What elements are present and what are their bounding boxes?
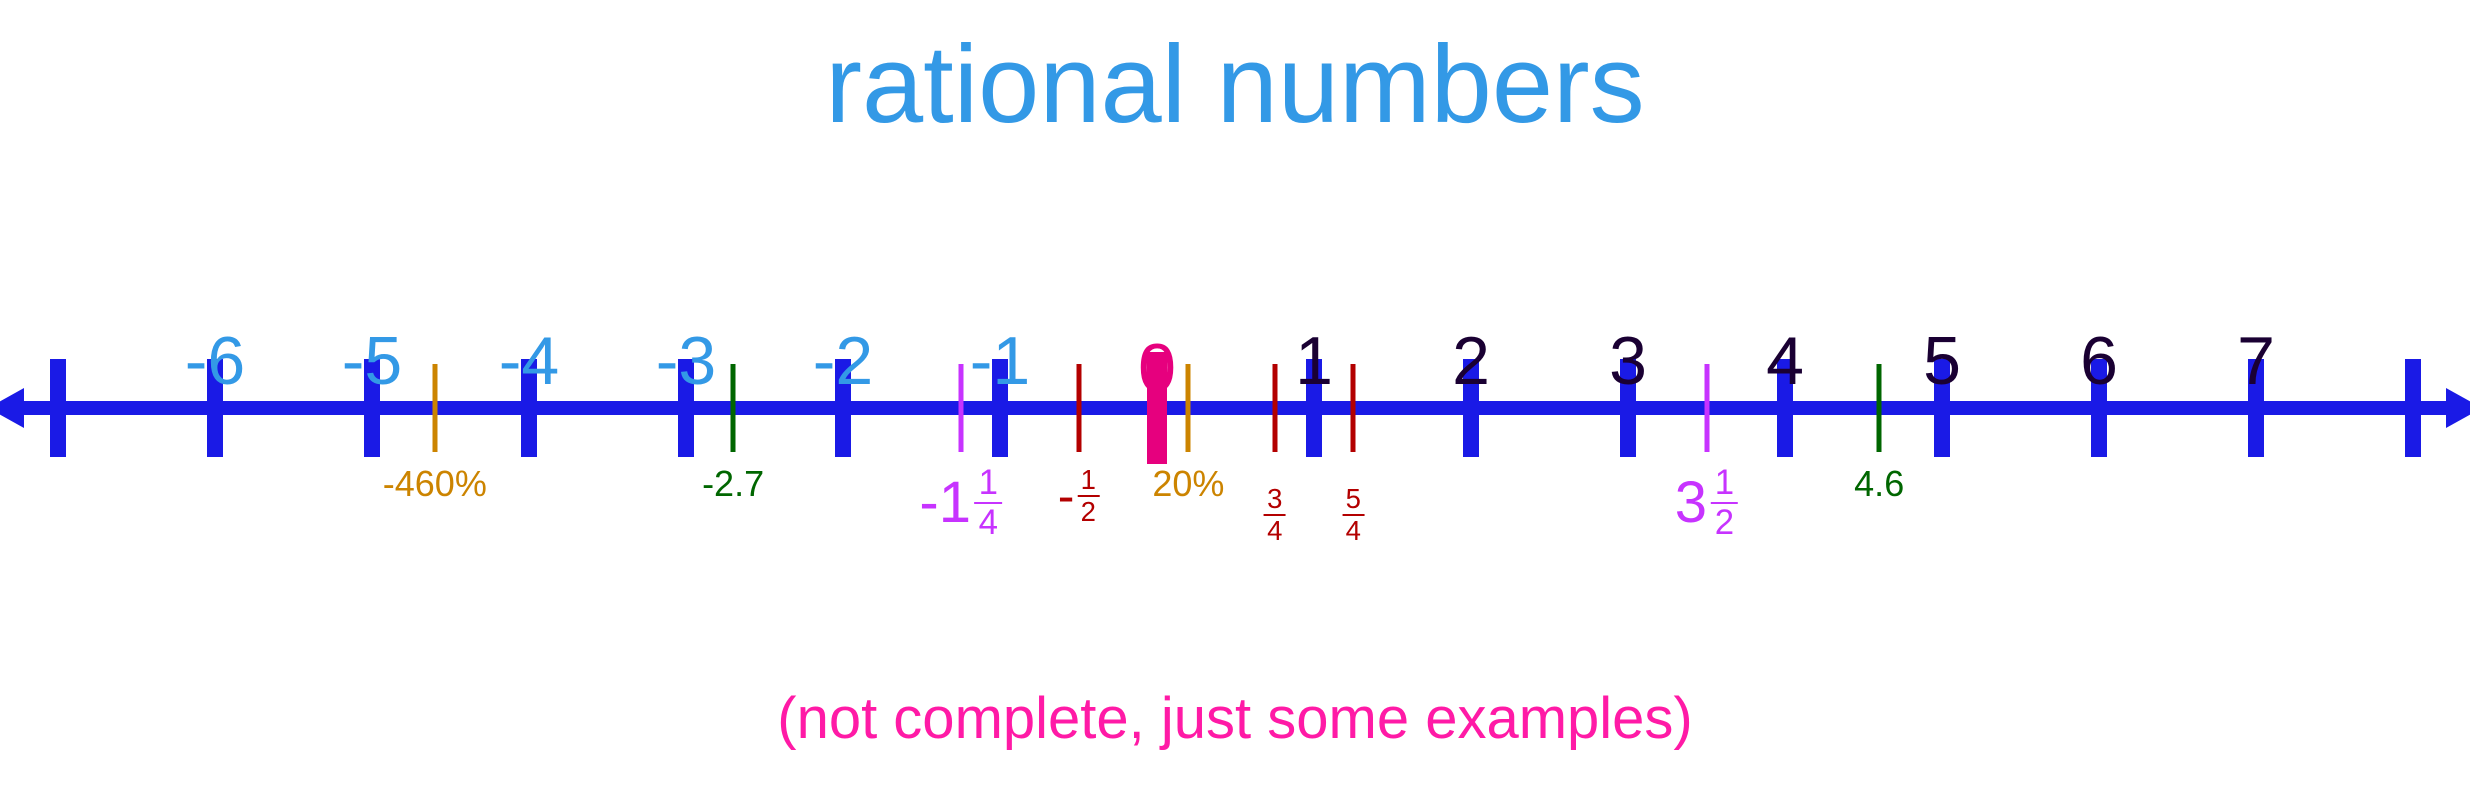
integer-label: 6 (2080, 327, 2118, 395)
tick-mark (958, 364, 963, 452)
integer-label: -4 (499, 327, 559, 395)
tick-mark (1076, 364, 1081, 452)
integer-label: 3 (1609, 327, 1647, 395)
integer-label: -2 (813, 327, 873, 395)
integer-tick: 2 (1463, 408, 1479, 457)
axis-arrow-left-icon (0, 388, 24, 428)
integer-tick: -1 (992, 408, 1008, 457)
integer-tick: 5 (1934, 408, 1950, 457)
rational-label: 20% (1152, 466, 1224, 502)
integer-label: -6 (185, 327, 245, 395)
integer-label: 7 (2237, 327, 2275, 395)
rational-label: -460% (383, 466, 487, 502)
axis-arrow-right-icon (2446, 388, 2470, 428)
tick-mark (50, 359, 66, 457)
rational-label: -114 (919, 466, 1002, 540)
rational-tick: -2.7 (731, 408, 736, 452)
rational-tick: 54 (1351, 408, 1356, 452)
tick-mark (1704, 364, 1709, 452)
rational-tick: 4.6 (1877, 408, 1882, 452)
integer-label: -5 (342, 327, 402, 395)
tick-mark (731, 364, 736, 452)
axis-line (22, 401, 2448, 415)
tick-mark (2405, 359, 2421, 457)
integer-tick: -5 (364, 408, 380, 457)
tick-mark (1877, 364, 1882, 452)
rational-tick: -114 (958, 408, 963, 452)
diagram-title: rational numbers (0, 30, 2470, 140)
integer-tick (2405, 408, 2421, 457)
number-line-diagram: rational numbers -6-5-4-3-2-101234567-46… (0, 0, 2470, 787)
integer-label: 5 (1923, 327, 1961, 395)
integer-label: -3 (656, 327, 716, 395)
integer-tick: 6 (2091, 408, 2107, 457)
tick-mark (1186, 364, 1191, 452)
integer-tick: 4 (1777, 408, 1793, 457)
integer-label: -1 (970, 327, 1030, 395)
rational-tick: -460% (432, 408, 437, 452)
tick-mark (1351, 364, 1356, 452)
rational-label: -2.7 (702, 466, 764, 502)
integer-label: 2 (1452, 327, 1490, 395)
integer-tick: 0 (1147, 408, 1167, 464)
tick-mark (1272, 364, 1277, 452)
integer-tick: 7 (2248, 408, 2264, 457)
integer-label: 4 (1766, 327, 1804, 395)
integer-tick: -3 (678, 408, 694, 457)
diagram-subtitle: (not complete, just some examples) (0, 690, 2470, 748)
integer-tick: -4 (521, 408, 537, 457)
integer-label: 1 (1295, 327, 1333, 395)
rational-label: 34 (1264, 466, 1286, 544)
integer-tick: 3 (1620, 408, 1636, 457)
integer-tick: -2 (835, 408, 851, 457)
integer-tick: 1 (1306, 408, 1322, 457)
rational-tick: 34 (1272, 408, 1277, 452)
tick-mark (432, 364, 437, 452)
rational-label: 312 (1675, 466, 1738, 540)
rational-tick: 20% (1186, 408, 1191, 452)
rational-label: 4.6 (1854, 466, 1904, 502)
integer-tick: -6 (207, 408, 223, 457)
rational-tick: 312 (1704, 408, 1709, 452)
rational-label: 54 (1342, 466, 1364, 544)
integer-tick (50, 408, 66, 457)
rational-tick: -12 (1076, 408, 1081, 452)
integer-label: 0 (1138, 334, 1176, 402)
rational-label: -12 (1058, 466, 1100, 525)
